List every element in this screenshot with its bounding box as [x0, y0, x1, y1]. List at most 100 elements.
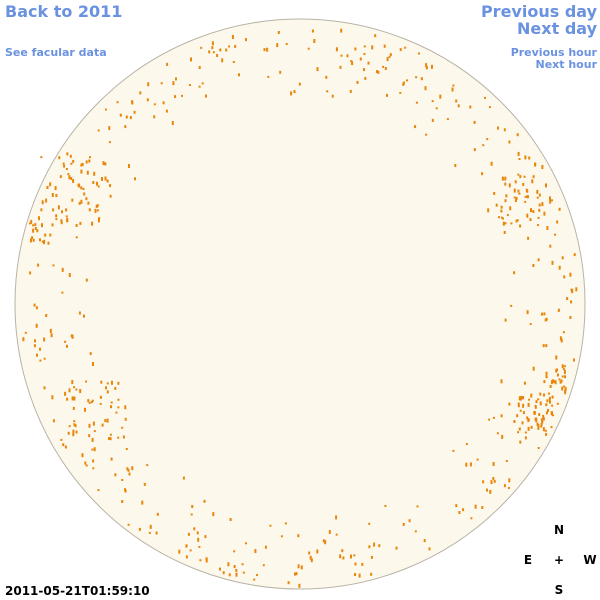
facular-point [534, 404, 537, 407]
facular-point [367, 61, 370, 65]
facular-point [364, 76, 367, 80]
facular-point [39, 347, 41, 351]
facular-point [563, 368, 565, 371]
facular-point [431, 118, 434, 122]
facular-point [350, 60, 353, 63]
facular-point [205, 557, 208, 561]
facular-point [481, 506, 484, 509]
facular-point [549, 196, 551, 201]
facular-point [65, 208, 68, 212]
facular-point [492, 462, 495, 466]
facular-point [245, 38, 247, 42]
facular-point [513, 420, 516, 423]
facular-point [216, 54, 219, 57]
facular-point [549, 400, 551, 404]
back-link[interactable]: Back to 2011 [5, 2, 122, 21]
facular-point [382, 65, 385, 68]
facular-point [68, 175, 71, 180]
facular-point [71, 396, 74, 401]
facular-point [373, 542, 376, 547]
facular-point [205, 94, 207, 98]
facular-link[interactable]: See facular data [5, 46, 107, 59]
facular-point [253, 578, 256, 581]
facular-point [178, 549, 181, 554]
previous-hour-link[interactable]: Previous hour [511, 46, 598, 59]
facular-point [424, 86, 427, 91]
facular-point [524, 195, 527, 198]
facular-point [68, 388, 71, 393]
facular-point [52, 208, 55, 212]
facular-point [117, 381, 120, 385]
facular-point [527, 402, 530, 407]
facular-point [543, 380, 546, 384]
facular-point [148, 531, 151, 534]
facular-point [307, 47, 310, 50]
facular-point [66, 152, 69, 156]
facular-point [575, 287, 578, 292]
facular-point [557, 309, 560, 312]
facular-point [134, 177, 136, 181]
facular-point [219, 567, 221, 571]
facular-point [104, 419, 107, 423]
facular-point [190, 513, 193, 516]
facular-point [492, 477, 495, 480]
facular-point [543, 312, 546, 316]
facular-point [228, 45, 231, 48]
facular-point [233, 550, 236, 553]
facular-point [502, 221, 505, 226]
facular-point [109, 184, 112, 188]
facular-point [279, 70, 282, 74]
facular-point [526, 195, 529, 199]
facular-point [384, 505, 387, 507]
facular-point [85, 160, 88, 164]
facular-point [85, 464, 88, 467]
facular-point [80, 199, 83, 204]
facular-point [125, 115, 128, 119]
facular-point [131, 466, 134, 471]
facular-point [561, 256, 564, 260]
facular-point [175, 77, 177, 81]
facular-point [298, 583, 301, 588]
facular-point [263, 48, 266, 52]
facular-point [325, 75, 328, 79]
facular-point [540, 422, 543, 426]
facular-point [172, 81, 175, 86]
facular-point [34, 227, 37, 230]
facular-point [414, 125, 417, 129]
facular-point [374, 34, 377, 38]
next-day-link[interactable]: Next day [517, 19, 598, 38]
facular-point [87, 399, 90, 403]
facular-point [524, 200, 527, 203]
facular-point [73, 420, 76, 423]
facular-point [91, 437, 94, 442]
facular-point [121, 500, 124, 503]
facular-point [256, 574, 258, 577]
facular-point [331, 94, 334, 98]
compass-center: + [554, 553, 564, 567]
facular-point [452, 449, 455, 452]
facular-point [490, 161, 493, 166]
facular-point [522, 183, 525, 186]
facular-point [562, 331, 565, 334]
facular-point [548, 396, 551, 401]
facular-point [395, 546, 398, 550]
facular-point [106, 179, 109, 183]
facular-point [543, 393, 545, 397]
facular-point [108, 141, 111, 144]
previous-day-link[interactable]: Previous day [481, 2, 598, 21]
facular-point [505, 194, 508, 198]
next-hour-link[interactable]: Next hour [536, 58, 598, 71]
facular-point [509, 206, 512, 211]
facular-point [404, 46, 407, 49]
facular-point [222, 571, 225, 575]
facular-point [545, 344, 548, 348]
facular-point [368, 545, 371, 549]
facular-point [78, 201, 81, 205]
facular-point [555, 370, 558, 373]
facular-point [342, 556, 345, 560]
facular-point [523, 175, 526, 178]
facular-point [88, 208, 91, 212]
facular-point [101, 177, 103, 181]
facular-point [516, 414, 519, 418]
facular-point [155, 531, 158, 535]
